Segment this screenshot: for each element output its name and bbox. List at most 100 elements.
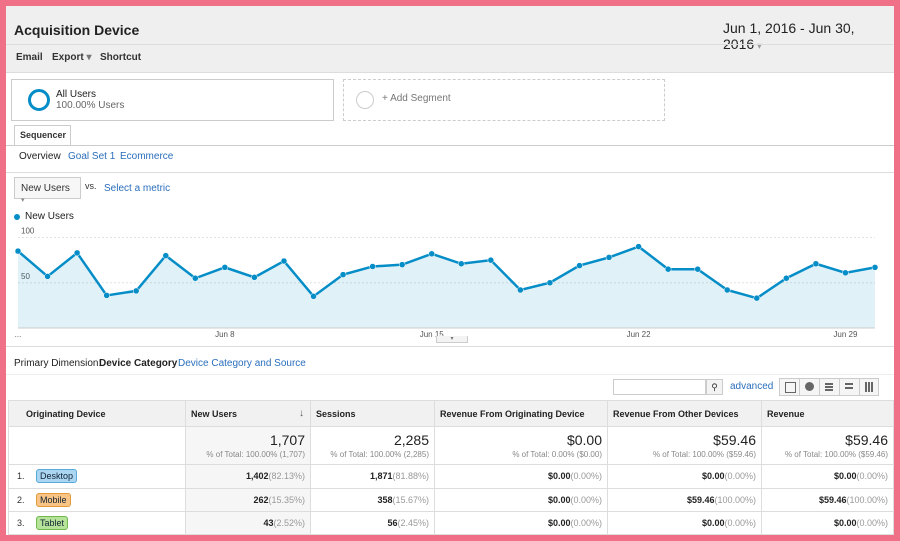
- total-note: % of Total: 100.00% (1,707): [206, 450, 305, 459]
- value-main: 1,871: [369, 471, 393, 481]
- value-main: $0.00: [547, 518, 571, 528]
- device-badge[interactable]: Desktop: [36, 469, 78, 483]
- total-value: 2,285: [393, 432, 429, 448]
- total-note: % of Total: 0.00% ($0.00): [512, 450, 602, 459]
- point: [487, 256, 495, 264]
- metric-select[interactable]: New Users ▾: [14, 177, 81, 204]
- search-button[interactable]: ⚲: [706, 379, 723, 395]
- row-cell: 43(2.52%): [186, 512, 311, 535]
- header-cell[interactable]: Revenue: [762, 400, 894, 427]
- y-tick-label: 50: [21, 272, 30, 281]
- value-percent: (15.35%): [268, 495, 305, 505]
- device-badge[interactable]: Tablet: [36, 516, 69, 530]
- value-percent: (0.00%): [724, 471, 756, 481]
- point: [664, 265, 672, 273]
- device-badge[interactable]: Mobile: [36, 493, 71, 507]
- cell-value: $0.00(0.00%): [834, 518, 888, 528]
- dimension-other[interactable]: Device Category and Source: [178, 358, 306, 369]
- add-segment-text[interactable]: + Add Segment: [382, 93, 451, 104]
- toolbar-item[interactable]: Shortcut: [100, 52, 142, 63]
- x-tick-label: Jun 29: [833, 330, 858, 339]
- row-cell: $0.00(0.00%): [435, 512, 608, 535]
- search-input[interactable]: [613, 379, 706, 395]
- add-segment-ring: [356, 91, 374, 109]
- cell-value: $59.46(100.00%): [819, 495, 888, 505]
- segment-detail: 100.00% Users: [56, 100, 125, 111]
- point: [162, 252, 170, 259]
- row-cell: $0.00(0.00%): [608, 465, 762, 489]
- point: [517, 286, 524, 294]
- x-tick-label: Jun 15: [420, 330, 445, 339]
- value-main: $0.00: [701, 518, 725, 528]
- subtab[interactable]: Ecommerce: [120, 151, 174, 162]
- advanced-link[interactable]: advanced: [730, 381, 774, 392]
- total-value: $0.00: [566, 432, 602, 448]
- x-tick-label: Jun 8: [215, 330, 235, 339]
- value-percent: (2.52%): [273, 518, 305, 528]
- header-cell[interactable]: Originating Device: [8, 400, 186, 427]
- header-cell[interactable]: Revenue From Originating Device: [435, 400, 608, 427]
- x-tick-label: Jun 22: [627, 330, 652, 339]
- header-cell[interactable]: Revenue From Other Devices: [608, 400, 762, 427]
- point: [428, 250, 435, 258]
- subtab[interactable]: Overview: [19, 151, 61, 162]
- total-value: $59.46: [845, 432, 888, 448]
- row-cell: $0.00(0.00%): [608, 512, 762, 535]
- sep: [799, 379, 800, 395]
- header-text: Sessions: [316, 409, 356, 419]
- point: [280, 257, 288, 265]
- row-cell: $0.00(0.00%): [762, 512, 894, 535]
- y-tick-label: 100: [21, 227, 35, 236]
- point: [546, 279, 554, 287]
- value-main: $0.00: [547, 495, 571, 505]
- chart-handle[interactable]: ▾: [436, 336, 468, 343]
- tab[interactable]: Sequencer: [14, 125, 71, 146]
- toolbar-item[interactable]: Email: [16, 52, 43, 63]
- value-main: 1,402: [245, 471, 269, 481]
- value-percent: (100.00%): [714, 495, 756, 505]
- icon-compare: [845, 383, 853, 385]
- sep: [839, 379, 840, 395]
- total-value: $59.46: [713, 432, 756, 448]
- row-cell: $59.46(100.00%): [608, 489, 762, 512]
- cell-value: $0.00(0.00%): [548, 471, 602, 481]
- header-cell[interactable]: New Users ↓: [186, 400, 311, 427]
- point: [44, 273, 51, 280]
- data-table: Originating Device New Users ↓ Sessions Reve…: [8, 400, 894, 535]
- header-text: Originating Device: [26, 409, 106, 419]
- row-label: 3. Tablet: [8, 512, 186, 535]
- row-cell: 262(15.35%): [186, 489, 311, 512]
- segment-ring: [28, 89, 50, 111]
- totals-cell: $59.46 % of Total: 100.00% ($59.46): [608, 427, 762, 465]
- row-cell: 1,402(82.13%): [186, 465, 311, 489]
- icon-pivot: [865, 382, 867, 392]
- cell-value: 358(15.67%): [377, 495, 429, 505]
- dimension-active[interactable]: Device Category: [99, 358, 178, 369]
- totals-cell: 1,707 % of Total: 100.00% (1,707): [186, 427, 311, 465]
- vs-label: vs.: [85, 181, 97, 191]
- area: [18, 246, 875, 328]
- segment-name: All Users: [56, 89, 97, 100]
- header-cell[interactable]: Sessions: [311, 400, 435, 427]
- point: [310, 293, 317, 300]
- row-cell: $0.00(0.00%): [762, 465, 894, 489]
- add-segment[interactable]: [343, 79, 665, 121]
- totals-cell: $59.46 % of Total: 100.00% ($59.46): [762, 427, 894, 465]
- point: [753, 294, 761, 302]
- select-metric[interactable]: Select a metric: [104, 183, 171, 194]
- cell-value: 43(2.52%): [263, 518, 305, 528]
- value-percent: (0.00%): [570, 495, 602, 505]
- point: [783, 274, 790, 282]
- subtab[interactable]: Goal Set 1: [68, 151, 116, 162]
- icon-table: [785, 382, 796, 393]
- view-switcher[interactable]: [779, 378, 879, 396]
- toolbar-item[interactable]: Export ▾: [52, 52, 92, 63]
- divider: [6, 44, 894, 45]
- value-main: 262: [253, 495, 269, 505]
- chart: 50 100... Jun 8 Jun 15 Jun 22 Jun 29: [15, 227, 879, 339]
- x-tick-label: ...: [15, 330, 22, 339]
- value-main: $0.00: [833, 471, 857, 481]
- line: [17, 245, 876, 300]
- value-percent: (15.67%): [392, 495, 429, 505]
- segment-card[interactable]: [11, 79, 334, 121]
